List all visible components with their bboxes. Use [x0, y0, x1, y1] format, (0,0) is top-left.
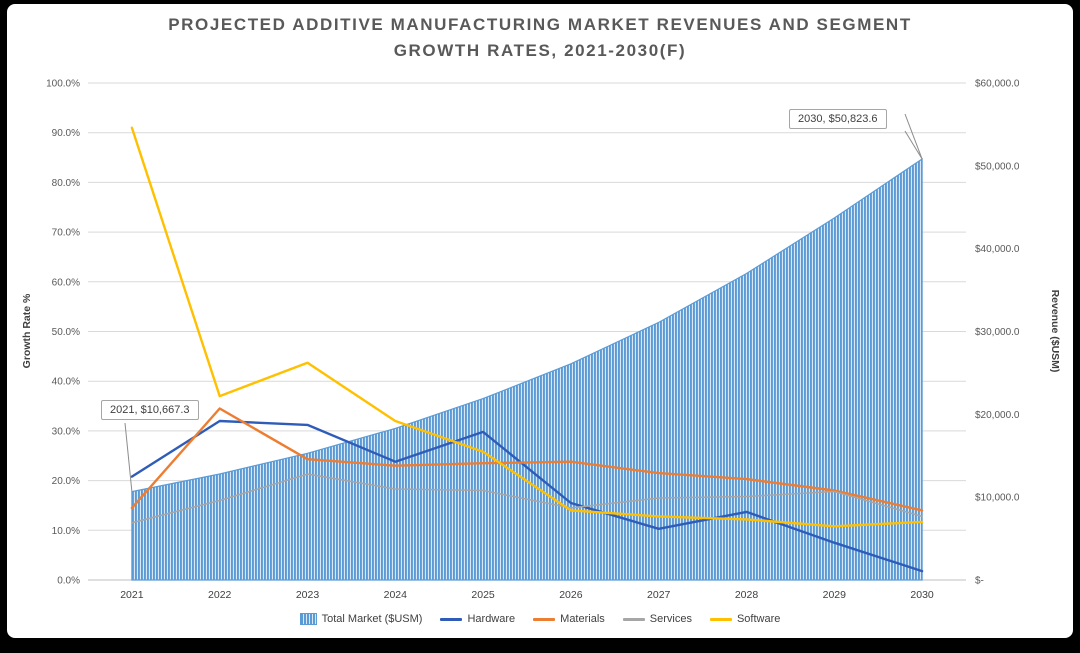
left-axis-title: Growth Rate % — [21, 293, 33, 368]
x-axis-label: 2030 — [910, 589, 934, 601]
legend-label: Software — [736, 613, 781, 625]
legend: Total Market ($USM) Hardware Materials Serv… — [0, 613, 1080, 625]
left-axis-tick-label: 100.0% — [46, 79, 80, 90]
legend-item-total-market-usm: Total Market ($USM) — [299, 613, 423, 625]
legend-item-hardware: Hardware — [440, 613, 515, 625]
right-axis-tick-label: $30,000.0 — [975, 327, 1020, 338]
callout-2030-leader-line — [904, 130, 923, 160]
legend-label: Materials — [560, 613, 605, 625]
left-axis-tick-label: 80.0% — [52, 178, 80, 189]
left-axis-tick-label: 50.0% — [52, 327, 80, 338]
legend-swatch-line — [533, 617, 556, 621]
x-axis-label: 2028 — [735, 589, 759, 601]
legend-label: Total Market ($USM) — [321, 613, 423, 625]
x-axis-label: 2024 — [384, 589, 408, 601]
legend-swatch-area — [299, 613, 317, 625]
left-axis-tick-label: 40.0% — [52, 377, 80, 388]
callout-2021-data-label: 2021, $10,667.3 — [101, 400, 199, 420]
callout-2030-leader-line — [904, 113, 923, 160]
right-axis-tick-label: $50,000.0 — [975, 161, 1020, 172]
x-axis-label: 2022 — [208, 589, 232, 601]
legend-swatch-line — [622, 617, 645, 621]
legend-item-materials: Materials — [533, 613, 605, 625]
x-axis-label: 2027 — [647, 589, 671, 601]
right-axis-tick-label: $- — [975, 576, 984, 587]
left-axis-tick-label: 20.0% — [52, 476, 80, 487]
x-axis-label: 2029 — [823, 589, 847, 601]
legend-swatch-line — [440, 617, 463, 621]
right-axis-title: Revenue ($USM) — [1049, 290, 1061, 373]
legend-label: Hardware — [467, 613, 516, 625]
callout-2021-leader-line — [124, 422, 133, 492]
left-axis-tick-label: 60.0% — [52, 277, 80, 288]
callout-2030-data-label: 2030, $50,823.6 — [789, 109, 887, 129]
left-axis-tick-label: 30.0% — [52, 426, 80, 437]
x-axis-label: 2021 — [120, 589, 144, 601]
right-axis-tick-label: $40,000.0 — [975, 244, 1020, 255]
right-axis-tick-label: $10,000.0 — [975, 493, 1020, 504]
x-axis-label: 2026 — [559, 589, 583, 601]
right-axis-tick-label: $60,000.0 — [975, 79, 1020, 90]
left-axis-tick-label: 10.0% — [52, 526, 80, 537]
x-axis-label: 2023 — [296, 589, 320, 601]
left-axis-tick-label: 70.0% — [52, 228, 80, 239]
line-series-hardware — [130, 419, 924, 573]
legend-label: Services — [649, 613, 692, 625]
left-axis-tick-label: 90.0% — [52, 128, 80, 139]
chart-title: PROJECTED ADDITIVE MANUFACTURING MARKET … — [168, 15, 912, 61]
legend-item-services: Services — [622, 613, 692, 625]
legend-item-software: Software — [709, 613, 781, 625]
line-series-services — [131, 473, 923, 524]
x-axis-label: 2025 — [471, 589, 495, 601]
area-series-total-market — [131, 157, 923, 581]
line-series-materials — [130, 407, 924, 512]
left-axis-tick-label: 0.0% — [57, 576, 80, 587]
legend-swatch-line — [709, 617, 732, 621]
right-axis-tick-label: $20,000.0 — [975, 410, 1020, 421]
line-series-software — [130, 126, 924, 528]
